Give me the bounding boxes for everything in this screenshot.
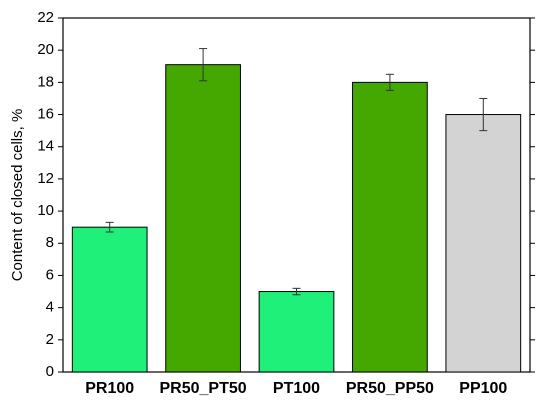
- bar: [258, 291, 335, 373]
- y-tick-label: 12: [37, 170, 54, 187]
- x-tick-label: PR50_PT50: [160, 380, 247, 397]
- y-tick-label: 18: [37, 73, 54, 90]
- bar: [445, 114, 522, 373]
- x-tick-label: PR50_PP50: [346, 380, 434, 397]
- y-tick-label: 14: [37, 138, 54, 155]
- y-axis-label: Content of closed cells, %: [9, 109, 26, 282]
- y-tick-label: 22: [37, 9, 54, 26]
- x-tick-label: PR100: [85, 380, 134, 397]
- y-tick-label: 0: [46, 363, 54, 380]
- error-bar: [385, 73, 394, 91]
- y-tick-label: 20: [37, 41, 54, 58]
- y-tick-label: 4: [46, 299, 54, 316]
- error-bar: [105, 221, 114, 233]
- x-tick-label: PT100: [273, 380, 320, 397]
- bar: [352, 81, 428, 373]
- error-bar: [292, 287, 301, 296]
- y-tick-label: 2: [46, 331, 54, 348]
- x-tick-label: PP100: [459, 380, 507, 397]
- bar: [165, 64, 241, 373]
- error-bar: [479, 97, 488, 132]
- y-tick-label: 16: [37, 106, 54, 123]
- y-tick-label: 10: [37, 202, 54, 219]
- y-tick-label: 6: [46, 266, 54, 283]
- bar: [71, 226, 148, 373]
- y-tick-label: 8: [46, 234, 54, 251]
- error-bar: [199, 48, 208, 82]
